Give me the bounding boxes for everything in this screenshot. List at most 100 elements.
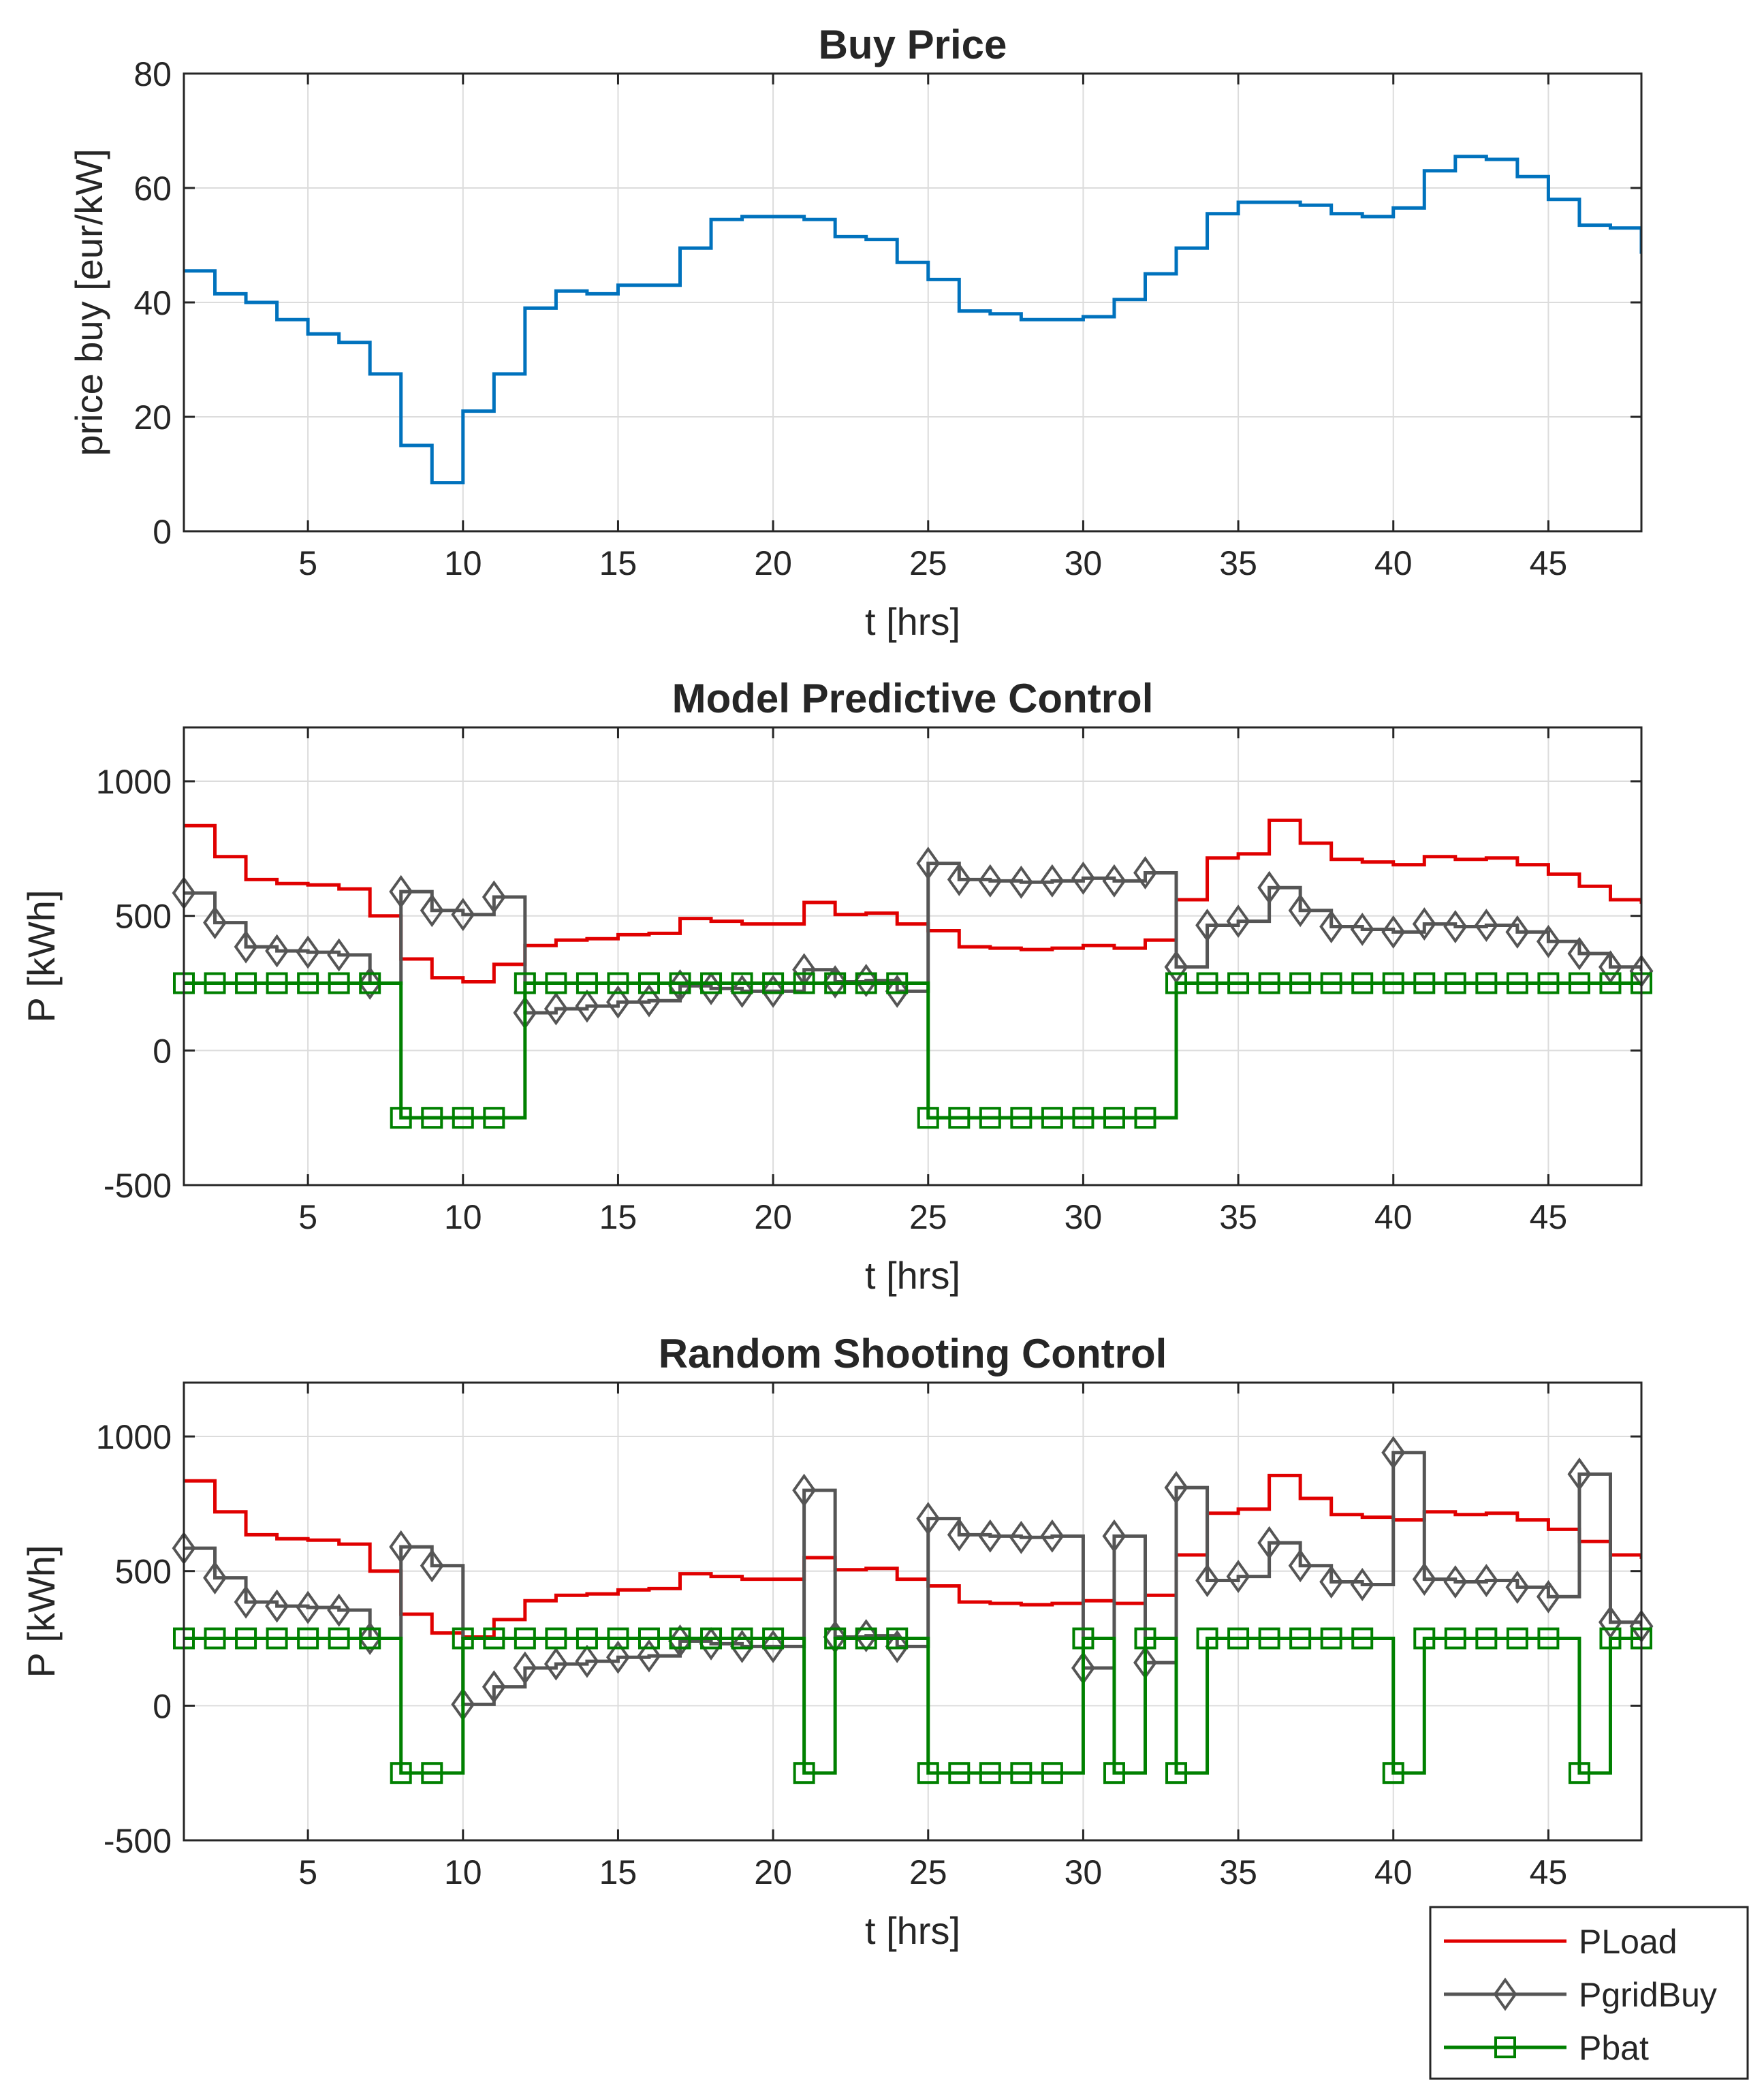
- point-diamond: [761, 1629, 785, 1663]
- point-diamond: [358, 1622, 382, 1655]
- point-diamond: [420, 894, 444, 928]
- chart-title: Random Shooting Control: [659, 1331, 1167, 1376]
- y-tick-label: 0: [153, 513, 172, 551]
- point-square: [235, 1627, 257, 1650]
- x-tick-label: 40: [1374, 1198, 1413, 1236]
- point-diamond: [575, 1644, 599, 1678]
- point-square: [1599, 1627, 1622, 1650]
- point-square: [855, 1627, 877, 1650]
- point-diamond: [916, 1502, 941, 1536]
- point-diamond: [1474, 1564, 1498, 1597]
- point-square: [700, 1627, 723, 1650]
- point-diamond: [1288, 894, 1312, 928]
- point-square: [1568, 1762, 1590, 1784]
- point-diamond: [1505, 915, 1530, 949]
- legend-label: PLoad: [1579, 1923, 1678, 1961]
- point-square: [576, 1627, 598, 1650]
- point-square: [855, 972, 877, 994]
- y-tick-label: 1000: [96, 1418, 172, 1456]
- x-tick-label: 15: [599, 544, 637, 582]
- point-diamond: [265, 1589, 289, 1623]
- point-diamond: [1536, 1579, 1560, 1614]
- point-square: [917, 1107, 939, 1129]
- point-diamond: [637, 983, 661, 1018]
- y-tick-label: 0: [153, 1032, 172, 1070]
- point-square: [1258, 1627, 1280, 1650]
- point-diamond: [854, 1619, 879, 1653]
- point-square: [1351, 1627, 1374, 1650]
- point-diamond: [1443, 910, 1468, 943]
- point-square: [1165, 972, 1188, 994]
- point-square: [669, 972, 691, 994]
- point-diamond: [1195, 1564, 1220, 1597]
- point-square: [297, 1627, 319, 1650]
- series-line-pbat: [184, 981, 1641, 1120]
- x-tick-label: 25: [909, 1853, 947, 1891]
- axes-box: [183, 726, 1643, 1186]
- x-tick-label: 15: [599, 1853, 637, 1891]
- point-square: [824, 972, 847, 994]
- point-square: [731, 972, 753, 994]
- point-square: [1568, 972, 1590, 994]
- point-square: [917, 1762, 939, 1784]
- y-tick-label: 20: [133, 398, 172, 437]
- point-square: [1444, 972, 1466, 994]
- series-pgrid: [172, 847, 1654, 1030]
- point-square: [1103, 1762, 1125, 1784]
- series-line-pgrid: [184, 862, 1641, 1015]
- point-square: [1475, 972, 1498, 994]
- y-axis-label: P [kWh]: [20, 890, 63, 1022]
- point-diamond: [389, 875, 413, 909]
- series-pgrid: [172, 1436, 1654, 1721]
- point-diamond: [605, 1640, 630, 1674]
- point-square: [421, 1107, 443, 1129]
- point-square: [1289, 972, 1312, 994]
- point-diamond: [1505, 1570, 1530, 1604]
- point-square: [452, 1107, 474, 1129]
- y-tick-label: 500: [115, 898, 172, 936]
- x-tick-label: 10: [444, 1853, 482, 1891]
- point-square: [1599, 972, 1622, 994]
- x-tick-label: 45: [1530, 544, 1568, 582]
- point-square: [576, 972, 598, 994]
- legend-marker-square: [1494, 2036, 1516, 2058]
- point-square: [979, 1107, 1001, 1129]
- x-tick-label: 15: [599, 1198, 637, 1236]
- point-square: [1196, 1627, 1218, 1650]
- x-tick-label: 5: [298, 1198, 317, 1236]
- point-diamond: [327, 1593, 351, 1627]
- point-square: [390, 1762, 412, 1784]
- point-square: [452, 1627, 474, 1650]
- point-diamond: [1226, 1560, 1250, 1594]
- y-tick-label: 40: [133, 284, 172, 322]
- point-diamond: [885, 1629, 909, 1663]
- panel-1: 5 10 15 20 25 30 35 40 45 0 20 40 60 80 Buy Price t [hr…: [67, 22, 1643, 643]
- point-square: [1072, 1107, 1094, 1129]
- legend-entry: PLoad: [1444, 1923, 1678, 1961]
- point-square: [545, 1627, 567, 1650]
- point-square: [483, 1107, 505, 1129]
- point-square: [731, 1627, 753, 1650]
- point-diamond: [730, 974, 755, 1008]
- point-square: [1134, 1627, 1156, 1650]
- point-diamond: [1226, 904, 1250, 939]
- axes-box: [183, 1381, 1643, 1842]
- point-diamond: [296, 1590, 320, 1624]
- point-square: [1413, 1627, 1436, 1650]
- y-tick-label: 500: [115, 1553, 172, 1591]
- point-square: [1103, 1107, 1125, 1129]
- point-diamond: [823, 965, 847, 998]
- point-square: [1196, 972, 1218, 994]
- point-diamond: [1164, 950, 1188, 984]
- x-tick-label: 30: [1065, 1198, 1103, 1236]
- point-square: [1475, 1627, 1498, 1650]
- point-diamond: [296, 935, 320, 969]
- series-line-price: [184, 155, 1641, 485]
- point-square: [762, 1627, 785, 1650]
- point-diamond: [1412, 907, 1436, 941]
- point-diamond: [916, 847, 941, 881]
- point-diamond: [1319, 1565, 1344, 1599]
- y-tick-label: -500: [104, 1822, 172, 1860]
- point-diamond: [265, 934, 289, 968]
- point-diamond: [1474, 909, 1498, 942]
